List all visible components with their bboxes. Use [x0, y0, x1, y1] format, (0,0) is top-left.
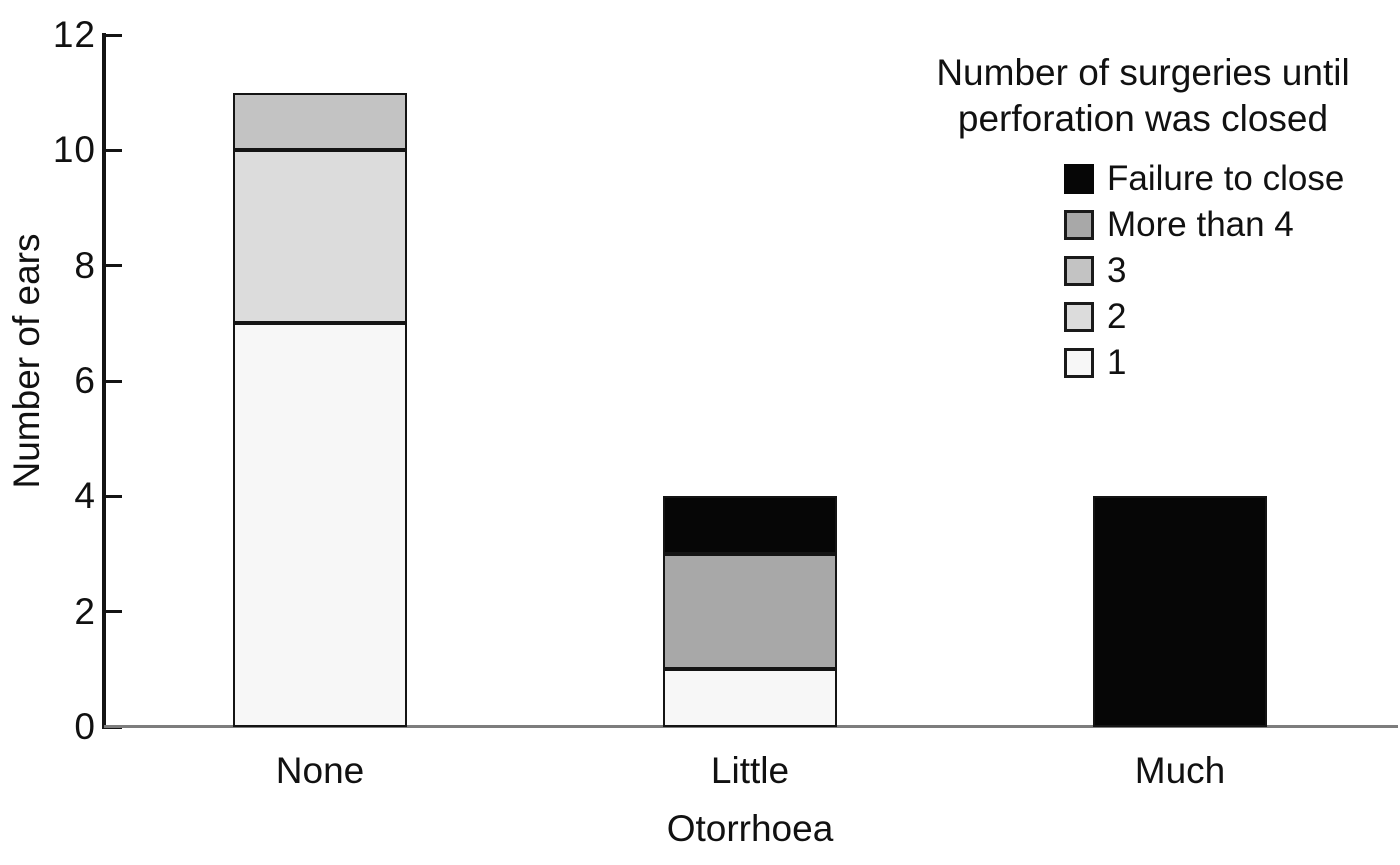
- x-category-label-little: Little: [710, 750, 790, 791]
- y-tick-label: 4: [74, 475, 96, 517]
- y-tick-label: 0: [74, 706, 96, 747]
- legend-swatch-icon: [1064, 256, 1094, 286]
- legend-swatch-icon: [1064, 302, 1094, 332]
- legend: Number of surgeries until perforation wa…: [888, 50, 1398, 386]
- bar-segment-much-failure-to-close: [1093, 496, 1267, 727]
- legend-entry-label: 3: [1107, 251, 1127, 290]
- y-tick-mark: [106, 379, 122, 383]
- y-tick-mark: [106, 494, 122, 498]
- bar-segment-little-failure-to-close: [663, 496, 837, 554]
- legend-swatch-icon: [1064, 210, 1094, 240]
- y-tick-mark: [106, 264, 122, 268]
- bar-segment-little-1: [663, 669, 837, 727]
- bar-segment-none-1: [233, 323, 407, 727]
- legend-entry-label: Failure to close: [1107, 159, 1345, 198]
- x-category-label-none: None: [275, 750, 365, 791]
- y-tick-mark: [106, 610, 122, 614]
- y-tick-label: 10: [52, 129, 96, 171]
- y-tick-label: 2: [74, 590, 96, 632]
- bar-segment-little-more-than-4: [663, 554, 837, 670]
- legend-entry-label: More than 4: [1107, 205, 1294, 244]
- legend-entry-label: 2: [1107, 297, 1127, 336]
- legend-entry-label: 1: [1107, 343, 1127, 382]
- y-tick-label: 12: [52, 14, 96, 55]
- x-category-label-much: Much: [1134, 750, 1226, 791]
- y-tick-label: 8: [74, 244, 96, 286]
- y-tick-mark: [106, 33, 122, 37]
- x-axis-title: Otorrhoea: [666, 808, 834, 849]
- legend-entry-failure-to-close: Failure to close: [1064, 156, 1398, 202]
- y-tick-mark: [106, 148, 122, 152]
- bar-segment-none-2: [233, 150, 407, 324]
- bar-segment-none-3: [233, 92, 407, 151]
- y-tick-label: 6: [74, 360, 96, 401]
- legend-title: Number of surgeries until perforation wa…: [936, 52, 1350, 139]
- legend-entry-2: 2: [1064, 294, 1398, 340]
- legend-entries: Failure to close More than 4 3 2 1: [888, 156, 1398, 386]
- legend-swatch-icon: [1064, 164, 1094, 194]
- legend-swatch-icon: [1064, 348, 1094, 378]
- legend-entry-1: 1: [1064, 340, 1398, 386]
- legend-entry-more-than-4: More than 4: [1064, 202, 1398, 248]
- y-axis-line: [102, 33, 106, 729]
- legend-entry-3: 3: [1064, 248, 1398, 294]
